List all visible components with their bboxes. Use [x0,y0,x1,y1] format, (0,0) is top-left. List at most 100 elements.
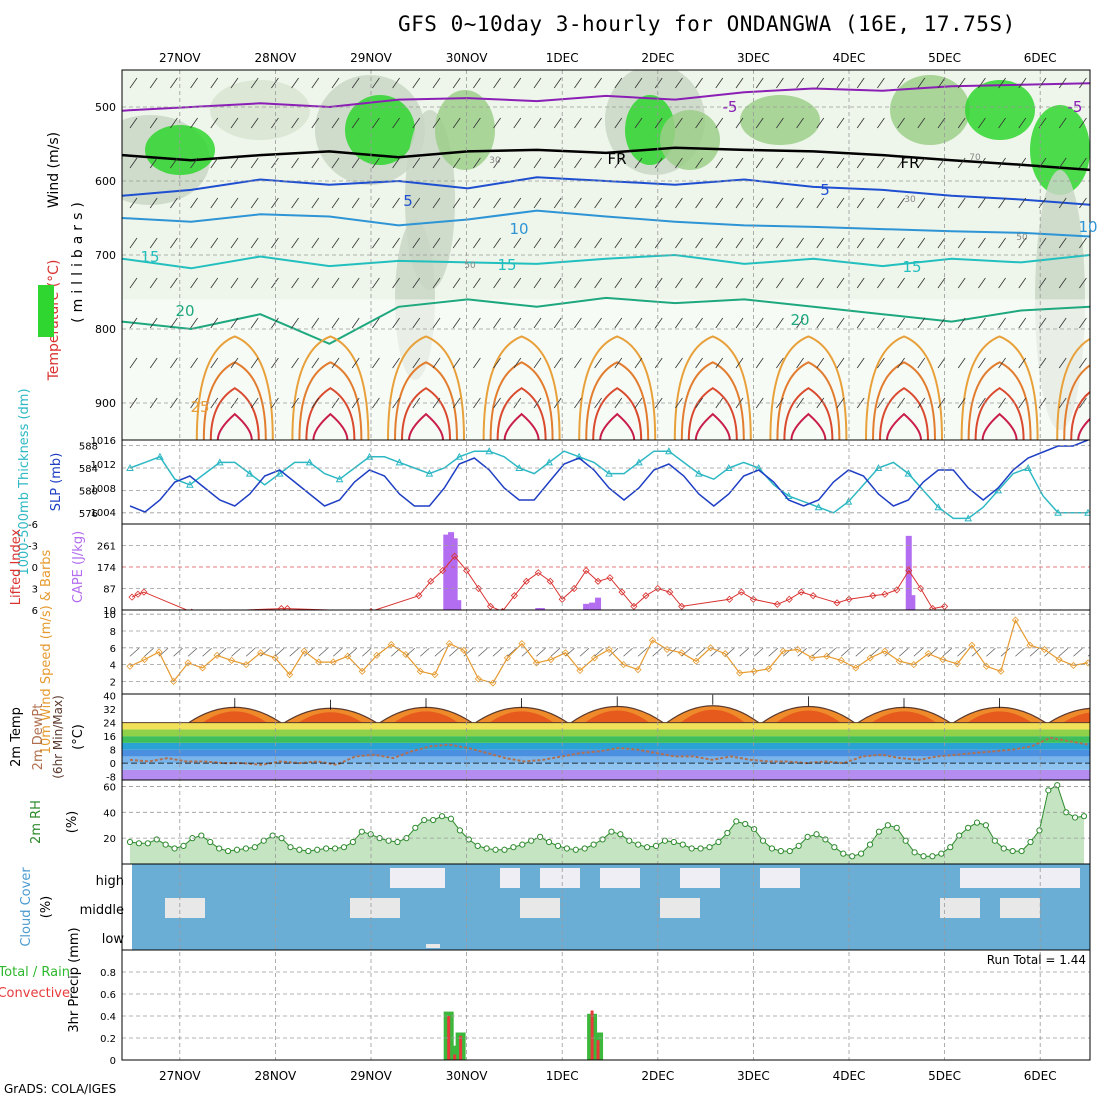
wind-barb [614,397,623,409]
temp-color-band [122,729,1090,737]
cape-bar [595,597,602,610]
wind-barb [513,237,522,249]
wind-barb [553,277,562,289]
surface-wind-barb [1058,647,1069,657]
wind-barb [170,197,178,209]
wind-marker [344,652,352,660]
wind-barb [675,317,683,329]
contour-label: 50 [1016,233,1028,243]
wind-barb [372,237,380,249]
rh-marker [964,824,972,831]
y-tick-slp: 1012 [91,460,116,471]
wind-barb [1058,77,1067,89]
contour-label: 15 [902,258,921,276]
rh-marker [269,832,276,839]
wind-barb [998,397,1006,409]
run-total-annotation: Run Total = 1.44 [987,953,1086,967]
wind-barb [937,357,946,369]
wind-barb [473,277,481,289]
diurnal-isotherm [599,412,636,440]
chart-data-layer [122,70,1090,1060]
ylabel-2m-rh: 2m RH [29,800,44,844]
wind-barb [473,357,481,369]
rh-marker [305,847,312,855]
wind-barb [432,357,441,369]
temp-color-band [122,722,1090,730]
wind-barb [170,157,178,169]
y-tick-temp: 8 [110,746,116,757]
x-date-label-bottom: 4DEC [833,1069,866,1083]
wind-barb [695,77,703,89]
wind-barb [634,237,643,249]
rh-shading [965,80,1035,140]
ylabel-rh-percent: (%) [65,811,80,834]
wind-barb [675,77,683,89]
wind-barb [856,277,865,289]
rh-shading [435,90,495,170]
wind-barb [957,117,966,129]
wind-barb [594,317,602,329]
wind-barb [816,157,825,169]
wind-barb [291,277,299,289]
wind-barb [755,277,764,289]
li-marker [618,588,626,596]
contour-label: 30 [489,156,501,166]
rh-marker [501,846,508,853]
x-date-label-bottom: 30NOV [446,1069,488,1083]
precip-unit-ylabel: 3hr Precip (mm) [67,927,82,1032]
wind-marker [169,677,178,685]
surface-wind-barb [187,647,198,657]
wind-barb [1079,237,1087,249]
wind-barb [493,397,501,409]
surface-wind-barb [579,647,590,657]
wind-barb [877,357,885,369]
wind-barb [230,117,239,129]
surface-wind-barb [274,647,285,657]
wind-marker [982,662,990,670]
wind-barb [735,117,744,129]
y-tick-thickness: 588 [79,442,98,453]
y-tick-pressure: 900 [95,397,116,410]
surface-wind-barb [884,647,895,657]
rh-marker [1027,838,1034,846]
wind-ylabel: 10m Wind Speed (m/s) & Barbs [39,549,54,754]
wind-barb [473,157,481,169]
diurnal-isotherm [408,412,444,440]
wind-barb [816,237,825,249]
surface-wind-barb [1000,647,1011,657]
wind-barb [553,237,562,249]
wind-barb [715,77,724,89]
wind-barb [331,77,340,89]
wind-barb [1018,317,1027,329]
wind-barb [1018,357,1027,369]
rh-marker [287,844,294,851]
wind-barb [978,357,986,369]
wind-barb [372,277,380,289]
wind-barb [574,197,582,209]
cloud-clear-high [500,868,520,888]
y-tick-rh: 60 [103,782,116,793]
wind-barb [978,317,986,329]
wind-barb [978,77,986,89]
contour-label: FR [900,154,919,172]
surface-wind-barb [303,647,314,657]
wind-barb [473,237,481,249]
wind-barb [149,237,158,249]
slp-ylabel: SLP (mb) [49,453,64,512]
wind-barb [614,117,623,129]
wind-barb [372,117,380,129]
wind-barb [776,277,784,289]
rh-marker [242,845,250,852]
dewpt-ylabel: 2m DewPt [31,704,46,771]
rh-shading [890,75,970,145]
wind-barb [230,317,239,329]
wind-barb [816,77,825,89]
rh-marker [537,833,544,840]
wind-barb [553,357,562,369]
y-tick-li: 6 [32,606,38,617]
y-tick-precip: 0.2 [100,1034,116,1045]
wind-barb [210,357,219,369]
wind-barb [513,197,522,209]
rh-marker [902,837,909,844]
cape-plot [128,532,949,610]
